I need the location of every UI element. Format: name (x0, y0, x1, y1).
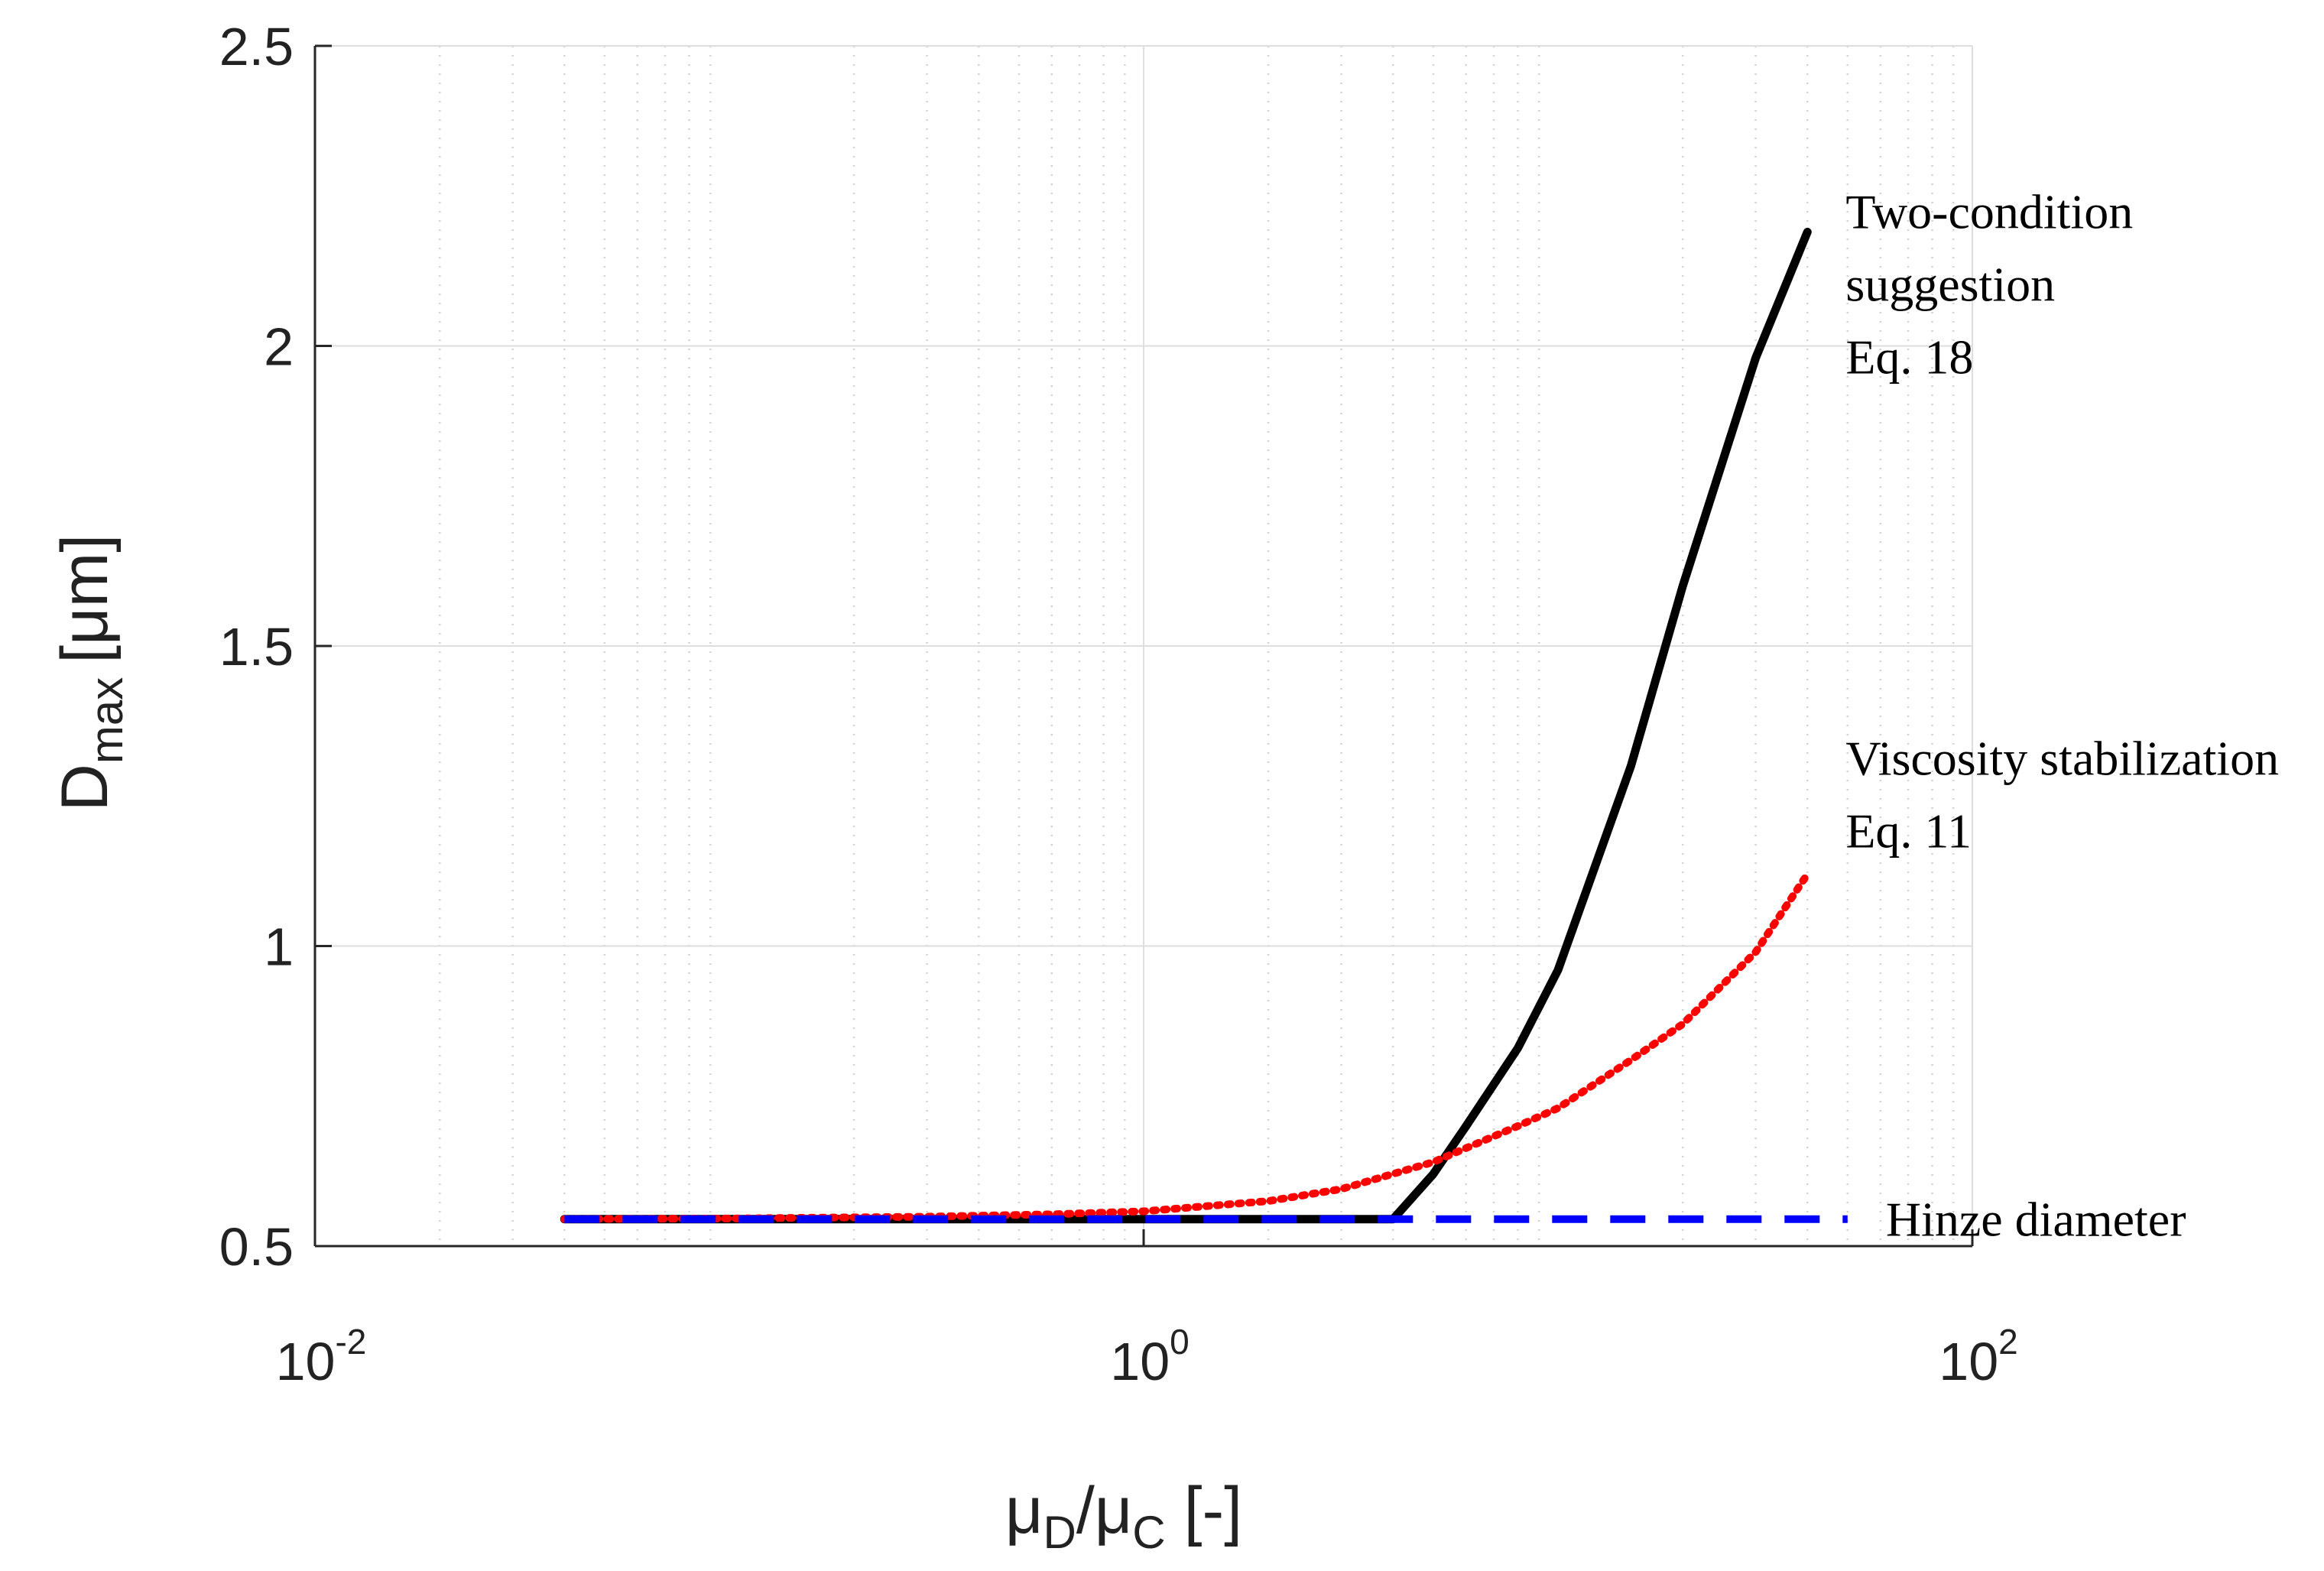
x-tick-label: 10-2 (276, 1322, 367, 1391)
annotation-1: Viscosity stabilization Eq. 11 (1845, 731, 2279, 858)
y-tick-label: 2.5 (219, 17, 294, 76)
y-axis-title: Dmax[μm] (48, 534, 132, 811)
x-tick-label: 100 (1110, 1322, 1189, 1391)
annotation-0: Two-condition suggestion Eq. 18 (1845, 184, 2133, 384)
x-tick-label: 102 (1939, 1322, 2017, 1391)
y-tick-label: 1 (264, 917, 294, 977)
y-tick-label: 2 (264, 317, 294, 377)
annotations: Two-condition suggestion Eq. 18 Viscosity s… (1845, 184, 2279, 1246)
axes (313, 44, 1974, 1248)
annotation-2: Hinze diameter (1886, 1193, 2186, 1247)
grid (314, 45, 1973, 1247)
y-tick-labels: 0.5 1 1.5 2 2.5 (219, 17, 294, 1277)
series-layer (560, 227, 1848, 1224)
x-tick-labels: 10-2 100 102 (276, 1322, 2018, 1391)
x-axis-title: μD/μC [-] (1005, 1474, 1242, 1558)
series-line-1 (560, 870, 1812, 1223)
y-tick-label: 0.5 (219, 1217, 294, 1277)
y-tick-label: 1.5 (219, 617, 294, 677)
